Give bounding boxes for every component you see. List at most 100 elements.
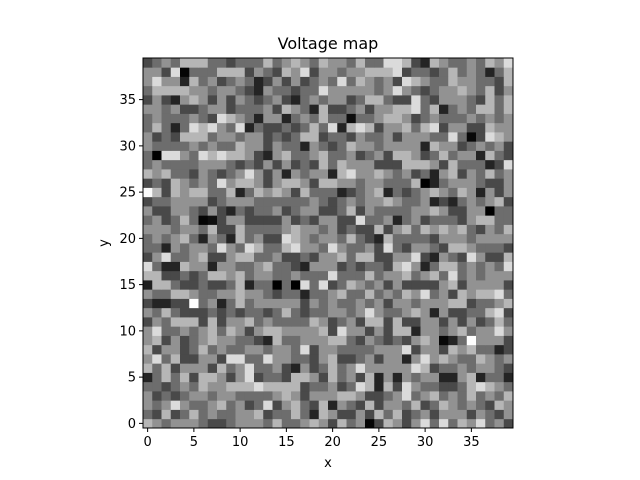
heatmap-cell — [152, 372, 162, 383]
heatmap-cell — [198, 381, 209, 392]
heatmap-cell — [170, 85, 181, 96]
heatmap-cell — [503, 141, 514, 151]
heatmap-cell — [309, 169, 320, 179]
heatmap-cell — [207, 215, 218, 225]
heatmap-cell — [374, 326, 384, 336]
heatmap-cell — [337, 215, 347, 225]
heatmap-cell — [365, 224, 375, 235]
heatmap-cell — [318, 391, 329, 401]
heatmap-cell — [217, 344, 227, 355]
heatmap-cell — [263, 381, 273, 392]
heatmap-cell — [402, 409, 412, 420]
heatmap-cell — [189, 289, 199, 299]
heatmap-cell — [254, 95, 264, 105]
heatmap-cell — [402, 67, 412, 77]
heatmap-cell — [383, 363, 394, 373]
heatmap-cell — [263, 344, 273, 355]
heatmap-cell — [161, 335, 172, 346]
x-tick-label: 5 — [190, 435, 198, 450]
heatmap-cell — [485, 85, 495, 96]
heatmap-cell — [300, 363, 310, 373]
heatmap-cell — [235, 307, 246, 318]
heatmap-cell — [152, 391, 162, 401]
heatmap-cell — [420, 344, 431, 355]
heatmap-cell — [244, 85, 255, 96]
heatmap-cell — [309, 298, 320, 309]
heatmap-cell — [300, 95, 310, 105]
heatmap-cell — [309, 95, 320, 105]
heatmap-cell — [457, 159, 468, 170]
heatmap-cell — [503, 261, 514, 272]
heatmap-cell — [476, 169, 486, 179]
heatmap-cell — [207, 104, 218, 114]
heatmap-cell — [152, 409, 162, 420]
heatmap-cell — [189, 400, 199, 410]
heatmap-cell — [374, 85, 384, 96]
heatmap-cell — [457, 372, 468, 383]
heatmap-cell — [402, 400, 412, 410]
heatmap-cell — [291, 196, 301, 207]
heatmap-cell — [226, 150, 236, 161]
heatmap-cell — [244, 169, 255, 179]
heatmap-cell — [235, 132, 246, 142]
heatmap-cell — [328, 400, 338, 410]
heatmap-cell — [272, 122, 283, 133]
heatmap-cell — [439, 104, 449, 114]
heatmap-cell — [383, 104, 394, 114]
heatmap-cell — [309, 150, 320, 161]
heatmap-cell — [402, 113, 412, 124]
heatmap-cell — [217, 289, 227, 299]
heatmap-cell — [337, 243, 347, 253]
heatmap-cell — [365, 122, 375, 133]
heatmap-cell — [161, 391, 172, 401]
heatmap-cell — [198, 159, 209, 170]
heatmap-cell — [170, 215, 181, 225]
heatmap-cell — [411, 58, 421, 68]
heatmap-cell — [300, 113, 310, 124]
heatmap-cell — [429, 307, 440, 318]
heatmap-cell — [355, 206, 366, 216]
heatmap-cell — [272, 409, 283, 420]
heatmap-cell — [392, 270, 403, 281]
heatmap-cell — [429, 224, 440, 235]
heatmap-cell — [337, 372, 347, 383]
heatmap-cell — [355, 270, 366, 281]
heatmap-cell — [374, 307, 384, 318]
heatmap-cell — [420, 270, 431, 281]
heatmap-cell — [170, 113, 181, 124]
heatmap-cell — [272, 233, 283, 244]
heatmap-cell — [439, 58, 449, 68]
heatmap-cell — [281, 187, 292, 198]
heatmap-cell — [402, 280, 412, 290]
heatmap-cell — [300, 252, 310, 262]
heatmap-cell — [411, 224, 421, 235]
heatmap-cell — [448, 326, 458, 336]
heatmap-cell — [374, 178, 384, 188]
heatmap-cell — [180, 169, 190, 179]
heatmap-cell — [485, 280, 495, 290]
heatmap-cell — [198, 307, 209, 318]
heatmap-cell — [217, 196, 227, 207]
heatmap-cell — [429, 169, 440, 179]
heatmap-cell — [281, 85, 292, 96]
heatmap-cell — [226, 372, 236, 383]
heatmap-cell — [291, 354, 301, 364]
heatmap-cell — [392, 196, 403, 207]
heatmap-cell — [263, 252, 273, 262]
y-tick-label: 35 — [119, 93, 136, 108]
heatmap-cell — [235, 335, 246, 346]
heatmap-cell — [170, 178, 181, 188]
heatmap-cell — [226, 280, 236, 290]
heatmap-cell — [420, 215, 431, 225]
heatmap-cell — [198, 298, 209, 309]
heatmap-cell — [152, 196, 162, 207]
heatmap-cell — [207, 372, 218, 383]
heatmap-cell — [494, 233, 505, 244]
heatmap-cell — [448, 187, 458, 198]
heatmap-cell — [263, 224, 273, 235]
heatmap-cell — [337, 150, 347, 161]
heatmap-cell — [476, 113, 486, 124]
heatmap-cell — [161, 58, 172, 68]
heatmap-cell — [402, 298, 412, 309]
heatmap-cell — [170, 344, 181, 355]
